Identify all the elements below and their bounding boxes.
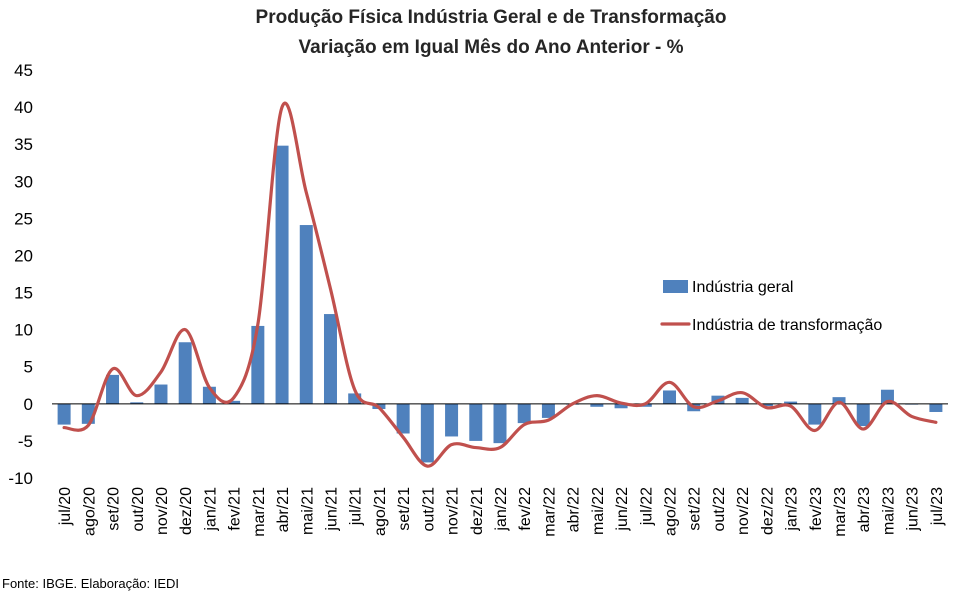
y-tick-label: 45 [14,61,33,80]
y-tick-label: -5 [18,432,33,451]
x-tick-label: abr/21 [275,487,292,532]
x-tick-label: jul/20 [57,487,74,526]
y-tick-label: 20 [14,246,33,265]
bar [299,225,313,404]
bar [420,403,434,463]
x-tick-label: mar/21 [251,487,268,537]
bar [130,402,144,404]
legend: Indústria geral Indústria de transformaç… [660,279,882,334]
x-tick-label: fev/21 [227,487,244,531]
x-tick-label: jan/21 [202,487,219,532]
y-tick-label: 30 [14,172,33,191]
x-tick-label: dez/22 [759,487,776,535]
bar [227,400,241,404]
bar [106,374,120,404]
x-tick-label: fev/23 [808,487,825,531]
y-tick-label: 0 [24,395,33,414]
x-tick-label: set/22 [687,487,704,531]
chart-subtitle: Variação em Igual Mês do Ano Anterior - … [298,37,683,58]
source-note: Fonte: IBGE. Elaboração: IEDI [2,576,179,591]
x-tick-label: ago/22 [663,487,680,536]
x-tick-label: mar/22 [541,487,558,537]
y-tick-label: 5 [24,358,33,377]
x-tick-label: set/21 [396,487,413,531]
bar [178,342,192,404]
bar [832,397,846,404]
line-series-industria-transformacao [62,101,938,468]
x-tick-label: jun/21 [323,487,340,532]
x-tick-label: mai/21 [299,487,316,535]
y-tick-label: 15 [14,284,33,303]
bar [541,403,555,418]
x-tick-label: out/21 [420,487,437,532]
x-tick-label: abr/22 [566,487,583,532]
y-axis: -10 -5 0 5 10 15 20 25 30 35 40 45 [8,61,33,488]
bar [614,403,628,409]
x-tick-label: fev/22 [517,487,534,531]
x-tick-label: nov/20 [154,487,171,535]
x-axis: jul/20 ago/20 set/20 out/20 nov/20 dez/20 jan/… [57,487,946,537]
legend-label-industria-geral: Indústria geral [692,279,793,296]
x-tick-label: nov/22 [735,487,752,535]
x-tick-label: jun/23 [905,487,922,532]
x-tick-label: nov/21 [445,487,462,535]
bar [251,325,265,404]
bar [735,397,749,404]
x-tick-label: ago/20 [81,487,98,536]
x-tick-label: out/22 [711,487,728,532]
bar [759,403,773,407]
bar [929,403,943,412]
y-tick-label: 25 [14,209,33,228]
bar [590,403,604,407]
bar [517,403,531,424]
x-tick-label: jan/23 [784,487,801,532]
bar [469,403,483,441]
chart-title: Produção Física Indústria Geral e de Tra… [256,7,727,28]
x-tick-label: jun/22 [614,487,631,532]
legend-label-industria-transformacao: Indústria de transformação [692,317,882,334]
bar [808,403,822,425]
bar [323,314,337,404]
bar [784,401,798,404]
bar [348,393,362,404]
bar [57,403,71,425]
y-tick-label: 35 [14,135,33,154]
y-tick-label: 10 [14,321,33,340]
x-tick-label: mar/23 [832,487,849,537]
bar-series-industria-geral [57,145,943,463]
bar [663,390,677,404]
bar [445,403,459,437]
x-tick-label: dez/20 [178,487,195,535]
x-tick-label: set/20 [106,487,123,531]
x-tick-label: jul/21 [348,487,365,526]
bar [493,403,507,444]
x-tick-label: mai/23 [880,487,897,535]
x-tick-label: out/20 [130,487,147,532]
x-tick-label: jan/22 [493,487,510,532]
x-tick-label: mai/22 [590,487,607,535]
bar [856,403,870,427]
y-tick-label: -10 [8,469,33,488]
x-tick-label: jul/23 [929,487,946,526]
y-tick-label: 40 [14,98,33,117]
legend-swatch-industria-geral [663,280,688,293]
x-tick-label: dez/21 [469,487,486,535]
bar [396,403,410,434]
bar [154,384,168,404]
bar [275,145,289,404]
x-tick-label: jul/22 [638,487,655,526]
x-tick-label: abr/23 [856,487,873,532]
x-tick-label: ago/21 [372,487,389,536]
